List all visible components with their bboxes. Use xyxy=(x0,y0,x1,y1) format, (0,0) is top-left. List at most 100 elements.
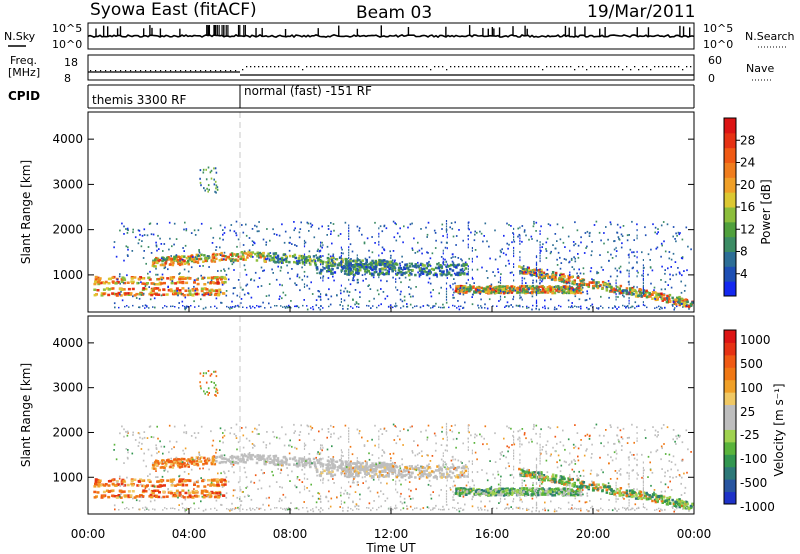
velocity-cell xyxy=(169,465,172,469)
nave-dot xyxy=(254,66,256,68)
power-cell xyxy=(430,267,434,271)
velocity-cell xyxy=(537,487,540,491)
power-cell xyxy=(452,256,454,258)
power-cell xyxy=(230,259,233,263)
velocity-cell xyxy=(359,471,362,474)
power-cell xyxy=(508,224,510,226)
power-cell xyxy=(435,273,438,276)
power-cell xyxy=(622,291,625,294)
power-cell xyxy=(303,275,306,278)
power-cell xyxy=(445,301,448,304)
power-cell xyxy=(336,266,339,270)
power-cell xyxy=(353,275,355,278)
nave-dot xyxy=(502,66,504,68)
power-cell xyxy=(349,259,352,262)
freq-panel: Freq. [MHz] 18 8 60 0 Nave xyxy=(8,54,774,85)
power-cell xyxy=(235,254,238,257)
power-cell xyxy=(395,272,397,275)
noise-right-tick-bottom: 10^0 xyxy=(703,38,733,51)
power-cell xyxy=(417,261,419,264)
power-cell xyxy=(348,246,350,249)
power-cell xyxy=(471,278,474,280)
power-cell xyxy=(679,302,683,305)
power-cell xyxy=(354,269,358,272)
power-cell xyxy=(262,301,264,304)
power-cell xyxy=(294,305,296,308)
velocity-cell xyxy=(372,467,375,471)
velocity-cell xyxy=(114,484,118,487)
power-cell xyxy=(156,257,160,260)
power-cell xyxy=(418,269,422,273)
power-cell xyxy=(442,303,444,306)
power-cell xyxy=(560,305,562,308)
velocity-cell xyxy=(464,489,468,492)
power-cell xyxy=(676,296,679,300)
power-cell xyxy=(311,293,314,295)
power-cell xyxy=(382,263,385,266)
power-cell xyxy=(573,281,576,284)
power-cell xyxy=(380,271,384,275)
velocity-cell xyxy=(271,459,274,462)
power-cell xyxy=(622,290,624,293)
power-cell xyxy=(668,293,672,297)
power-cell xyxy=(166,305,168,308)
power-cell xyxy=(535,274,538,277)
power-cell xyxy=(170,277,174,281)
power-cell xyxy=(157,293,161,296)
power-cell xyxy=(348,291,351,293)
power-cell xyxy=(342,307,344,310)
velocity-cell xyxy=(464,490,467,494)
power-cell xyxy=(572,306,574,309)
power-cell xyxy=(359,268,362,272)
power-cell xyxy=(243,293,246,296)
power-cell xyxy=(317,290,319,292)
velocity-cell xyxy=(463,493,467,497)
power-cell xyxy=(149,298,152,301)
velocity-cell xyxy=(199,460,203,463)
power-cell xyxy=(100,292,104,295)
power-cell xyxy=(616,231,619,234)
power-cell xyxy=(436,275,438,278)
nave-dot xyxy=(258,66,260,68)
power-cell xyxy=(373,270,377,274)
power-cell xyxy=(123,281,127,285)
power-cell xyxy=(356,259,358,262)
power-cell xyxy=(178,263,182,267)
velocity-cell xyxy=(451,471,455,475)
power-cell xyxy=(193,260,196,263)
power-cell xyxy=(395,302,397,305)
power-cell xyxy=(121,222,123,225)
power-cell xyxy=(309,258,312,261)
power-cell xyxy=(600,266,603,269)
power-cell xyxy=(372,276,375,279)
power-cell xyxy=(567,235,570,238)
power-cell xyxy=(670,266,672,268)
velocity-cell xyxy=(540,472,543,475)
velocity-cell xyxy=(554,476,558,479)
power-cell xyxy=(513,233,515,236)
power-cell xyxy=(539,241,541,244)
power-cell xyxy=(399,264,402,267)
power-cell xyxy=(576,276,580,279)
power-cell xyxy=(359,260,363,264)
nave-dot xyxy=(446,69,448,71)
power-cell xyxy=(380,279,382,282)
power-cell xyxy=(409,303,412,306)
power-cell xyxy=(133,294,137,297)
velocity-cell xyxy=(605,485,608,489)
noise-line xyxy=(87,33,695,39)
velocity-cell xyxy=(158,491,161,494)
power-cell xyxy=(148,286,150,288)
power-cell xyxy=(227,278,230,281)
power-cell xyxy=(154,265,157,268)
power-cell xyxy=(227,267,230,270)
power-cell xyxy=(575,283,579,286)
velocity-cell xyxy=(220,454,223,457)
power-cell xyxy=(322,244,324,247)
velocity-cell xyxy=(203,459,207,463)
power-cell xyxy=(129,292,133,295)
power-cell xyxy=(557,251,560,254)
velocity-cell xyxy=(389,465,392,468)
power-cell xyxy=(316,250,319,252)
